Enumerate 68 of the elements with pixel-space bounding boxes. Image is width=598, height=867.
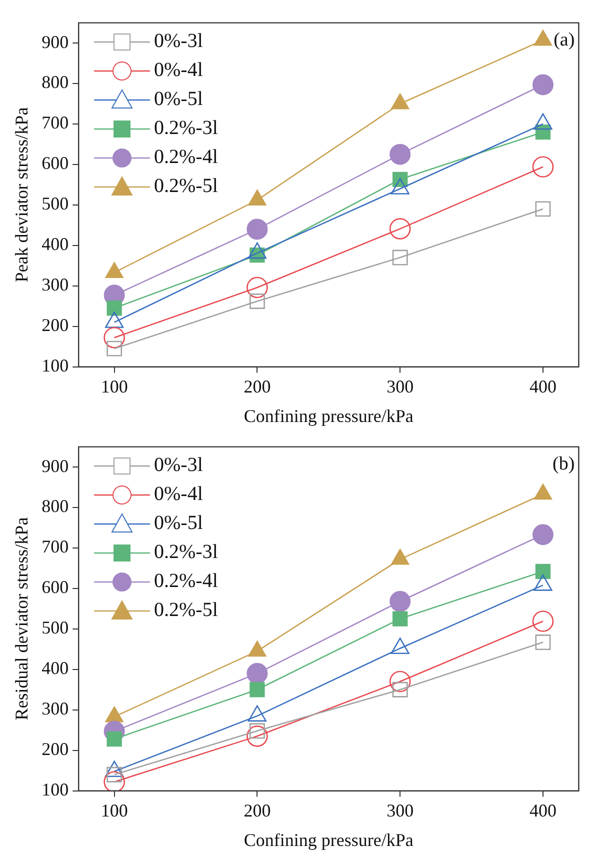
y-tick-label: 300	[42, 274, 69, 295]
y-tick-label: 200	[42, 315, 69, 336]
legend-label: 0%-5l	[154, 88, 203, 111]
y-tick-label: 200	[42, 739, 69, 760]
point	[104, 327, 125, 348]
point	[106, 300, 122, 316]
y-tick-label: 600	[42, 153, 69, 174]
point	[535, 634, 551, 650]
point	[392, 611, 408, 626]
y-tick-label: 700	[42, 536, 69, 557]
point	[532, 74, 554, 96]
y-tick-label: 900	[42, 456, 69, 476]
legend-label: 0%-5l	[154, 512, 203, 535]
y-tick-label: 400	[42, 658, 69, 678]
x-tick-label: 200	[244, 800, 271, 820]
point	[249, 294, 265, 309]
point	[390, 590, 411, 612]
y-tick-label: 800	[42, 496, 69, 516]
y-tick-label: 500	[42, 618, 69, 638]
legend-label: 0.2%-5l	[154, 175, 218, 198]
y-tick-label: 500	[42, 194, 69, 214]
y-tick-label: 900	[42, 32, 69, 52]
point	[106, 731, 122, 747]
y-tick-label: 400	[42, 234, 69, 254]
point	[390, 144, 411, 165]
legend-label: 0%-4l	[154, 483, 203, 506]
point	[106, 340, 122, 356]
legend-label: 0.2%-4l	[154, 146, 218, 169]
point	[532, 156, 554, 178]
point	[246, 662, 268, 684]
legend-label: 0%-4l	[154, 59, 203, 82]
y-axis-title: Peak deviator stress/kPa	[12, 107, 32, 282]
y-axis-title: Residual deviator stress/kPa	[12, 517, 32, 720]
y-tick-label: 800	[42, 72, 69, 92]
legend-label: 0%-3l	[154, 30, 203, 53]
point	[250, 682, 265, 698]
point	[246, 218, 268, 240]
x-tick-label: 400	[529, 800, 556, 820]
y-tick-label: 300	[42, 698, 69, 719]
y-tick-label: 600	[42, 577, 69, 598]
point	[532, 524, 554, 546]
x-tick-label: 100	[100, 376, 128, 396]
point	[104, 771, 125, 791]
annotation: (a)	[554, 29, 575, 50]
point	[246, 276, 268, 298]
y-tick-label: 700	[42, 112, 69, 133]
legend-label: 0%-3l	[154, 454, 203, 477]
x-tick-label: 200	[244, 376, 271, 396]
x-tick-label: 300	[386, 800, 414, 820]
legend-label: 0.2%-5l	[154, 599, 218, 622]
y-tick-label: 100	[42, 780, 69, 800]
x-tick-label: 100	[100, 800, 128, 820]
annotation: (b)	[552, 453, 575, 474]
x-axis-title: Confining pressure/kPa	[244, 830, 414, 850]
point	[392, 250, 408, 266]
legend-label: 0.2%-3l	[154, 117, 218, 140]
point	[532, 610, 554, 632]
point	[246, 726, 268, 747]
x-tick-label: 400	[529, 376, 556, 396]
point	[535, 201, 551, 217]
legend-label: 0.2%-3l	[154, 541, 218, 564]
x-axis-title: Confining pressure/kPa	[244, 406, 414, 426]
x-tick-label: 300	[386, 376, 414, 396]
point	[389, 218, 411, 240]
point	[389, 670, 411, 692]
legend-label: 0.2%-4l	[154, 570, 218, 593]
y-tick-label: 100	[42, 356, 69, 376]
point	[535, 564, 551, 580]
